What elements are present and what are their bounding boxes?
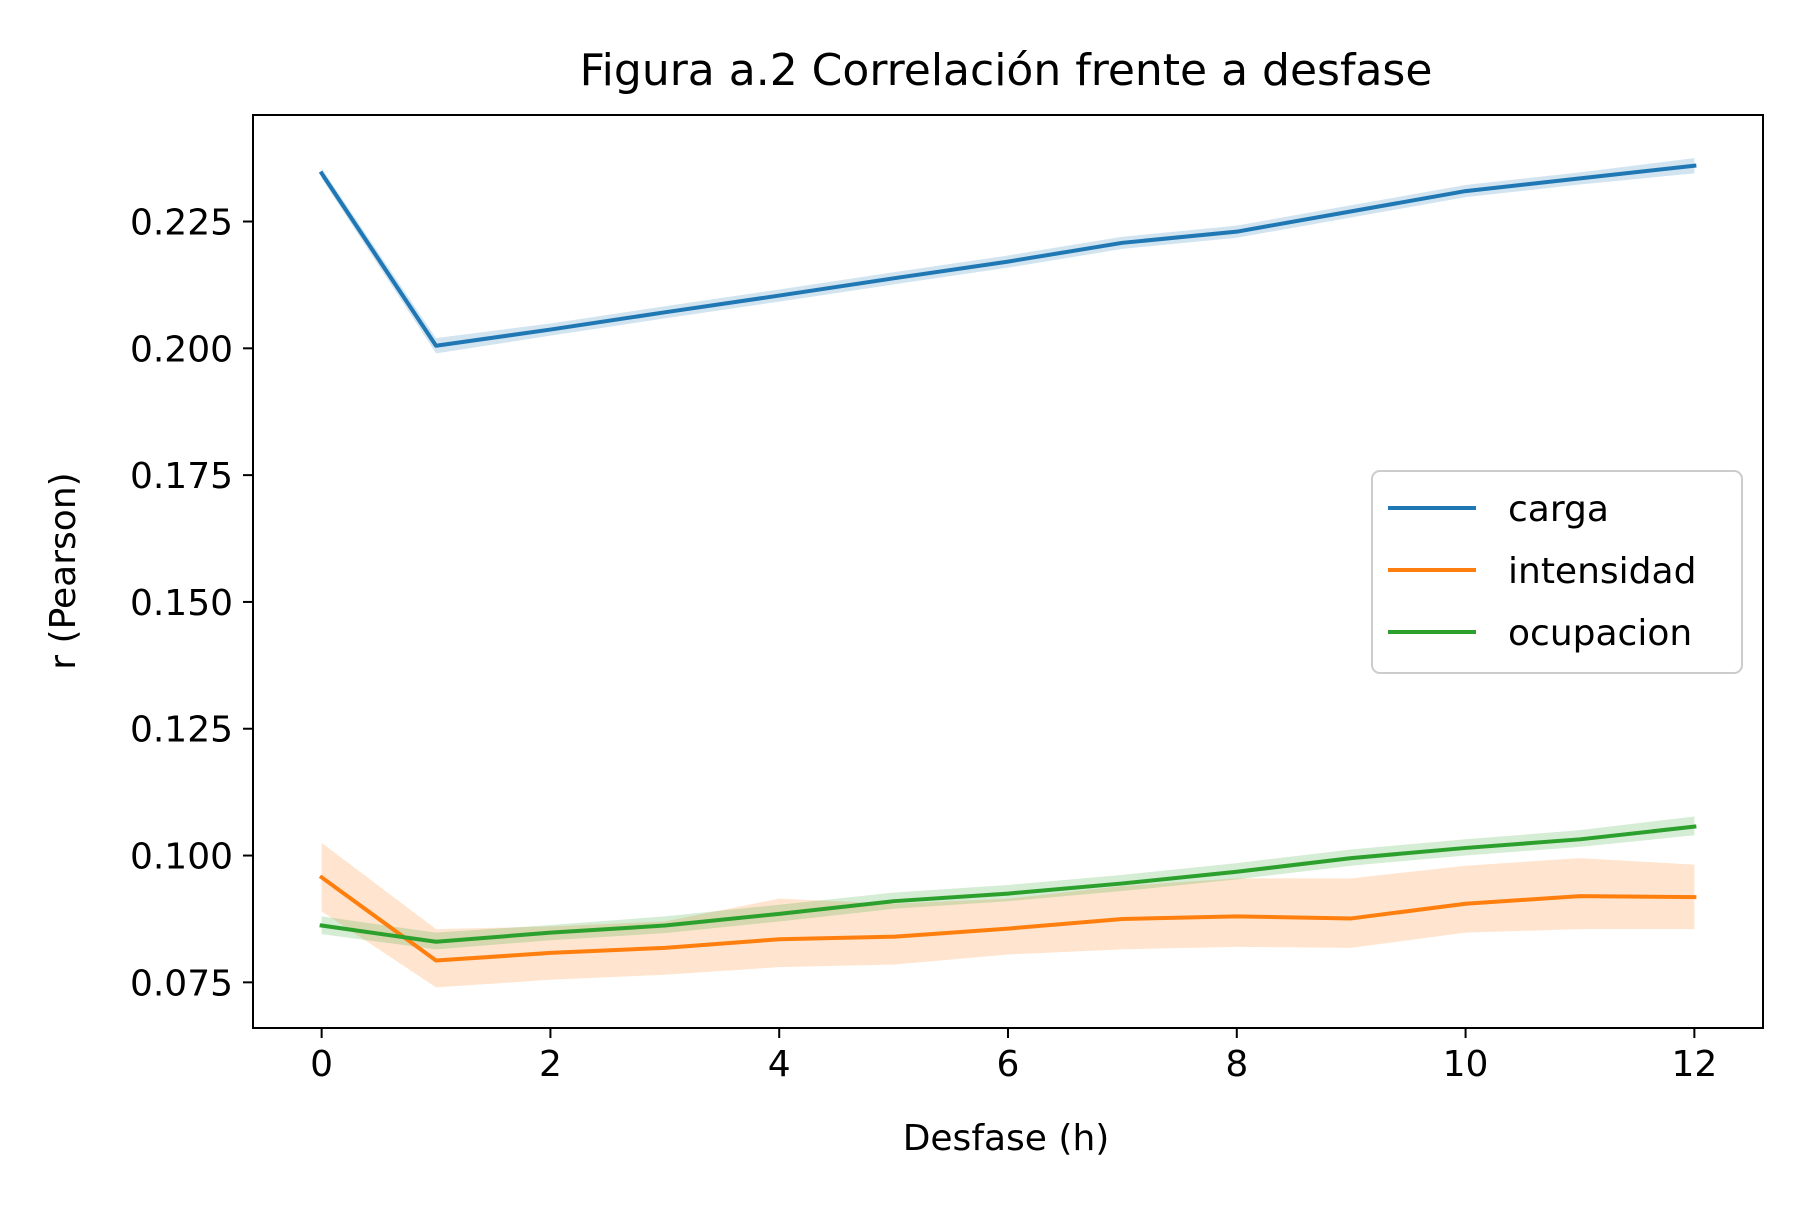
data-point-ocupacion-10 — [1464, 846, 1468, 850]
x-tick-label: 6 — [997, 1044, 1020, 1085]
data-point-intensidad-5 — [892, 935, 896, 939]
y-axis-ticks: 0.075 0.100 0.125 0.150 0.175 0.200 0.225 — [130, 203, 253, 1004]
data-point-ocupacion-1 — [434, 940, 438, 944]
data-point-intensidad-2 — [548, 951, 552, 955]
data-point-intensidad-6 — [1006, 927, 1010, 931]
y-tick-label: 0.225 — [130, 203, 233, 244]
legend: carga intensidad ocupacion — [1371, 470, 1743, 674]
legend-label-ocupacion: ocupacion — [1508, 613, 1692, 654]
data-point-ocupacion-8 — [1235, 870, 1239, 874]
legend-box — [1371, 470, 1743, 674]
y-tick-label: 0.125 — [130, 710, 233, 751]
x-tick-label: 12 — [1671, 1044, 1717, 1085]
chart-title: Figura a.2 Correlación frente a desfase — [580, 45, 1433, 96]
data-point-carga-8 — [1235, 230, 1239, 234]
data-point-carga-12 — [1692, 164, 1696, 168]
series-line-intensidad — [318, 874, 1697, 963]
series-line-carga — [318, 163, 1697, 348]
series-line-ocupacion — [319, 824, 1697, 944]
data-point-intensidad-0 — [320, 875, 324, 879]
confidence-bands — [321, 158, 1695, 988]
data-point-carga-4 — [777, 294, 781, 298]
data-point-ocupacion-6 — [1006, 892, 1010, 896]
data-point-intensidad-10 — [1464, 902, 1468, 906]
confidence-band-ocupacion — [321, 816, 1695, 950]
y-axis-label: r (Pearson) — [43, 472, 84, 669]
y-tick-label: 0.175 — [130, 456, 233, 497]
data-point-intensidad-7 — [1120, 917, 1124, 921]
confidence-band-carga — [321, 158, 1695, 354]
data-point-intensidad-12 — [1692, 895, 1696, 899]
data-point-carga-3 — [663, 310, 667, 314]
data-point-intensidad-1 — [434, 959, 438, 963]
legend-label-carga: carga — [1508, 489, 1609, 530]
y-tick-label: 0.075 — [130, 963, 233, 1004]
data-point-ocupacion-7 — [1120, 881, 1124, 885]
data-point-carga-6 — [1006, 260, 1010, 264]
data-point-carga-0 — [320, 171, 324, 175]
y-tick-label: 0.150 — [130, 583, 233, 624]
data-point-intensidad-9 — [1349, 916, 1353, 920]
data-point-ocupacion-3 — [663, 924, 667, 928]
x-tick-label: 2 — [539, 1044, 562, 1085]
data-point-ocupacion-0 — [320, 924, 324, 928]
y-tick-label: 0.100 — [130, 837, 233, 878]
x-tick-label: 0 — [310, 1044, 333, 1085]
data-point-carga-10 — [1464, 189, 1468, 193]
data-point-carga-2 — [548, 328, 552, 332]
data-point-ocupacion-11 — [1578, 837, 1582, 841]
data-point-intensidad-11 — [1578, 894, 1582, 898]
x-tick-label: 10 — [1443, 1044, 1489, 1085]
x-tick-label: 8 — [1225, 1044, 1248, 1085]
confidence-band-intensidad — [321, 842, 1695, 988]
data-point-carga-5 — [892, 276, 896, 280]
series-lines — [318, 163, 1697, 963]
x-axis-label: Desfase (h) — [903, 1118, 1110, 1159]
data-point-intensidad-8 — [1235, 914, 1239, 918]
data-point-carga-11 — [1578, 176, 1582, 180]
x-tick-label: 4 — [768, 1044, 791, 1085]
data-point-intensidad-3 — [663, 946, 667, 950]
data-point-ocupacion-4 — [777, 912, 781, 916]
x-axis-ticks: 0 2 4 6 8 10 12 — [310, 1028, 1717, 1085]
data-point-ocupacion-9 — [1349, 856, 1353, 860]
data-point-ocupacion-12 — [1692, 825, 1696, 829]
data-point-ocupacion-2 — [548, 931, 552, 935]
legend-label-intensidad: intensidad — [1508, 551, 1696, 592]
data-point-carga-1 — [434, 344, 438, 348]
data-point-carga-7 — [1120, 241, 1124, 245]
data-point-ocupacion-5 — [892, 899, 896, 903]
data-point-intensidad-4 — [777, 937, 781, 941]
legend-entries: carga intensidad ocupacion — [1388, 489, 1696, 654]
y-tick-label: 0.200 — [130, 329, 233, 370]
data-point-carga-9 — [1349, 209, 1353, 213]
